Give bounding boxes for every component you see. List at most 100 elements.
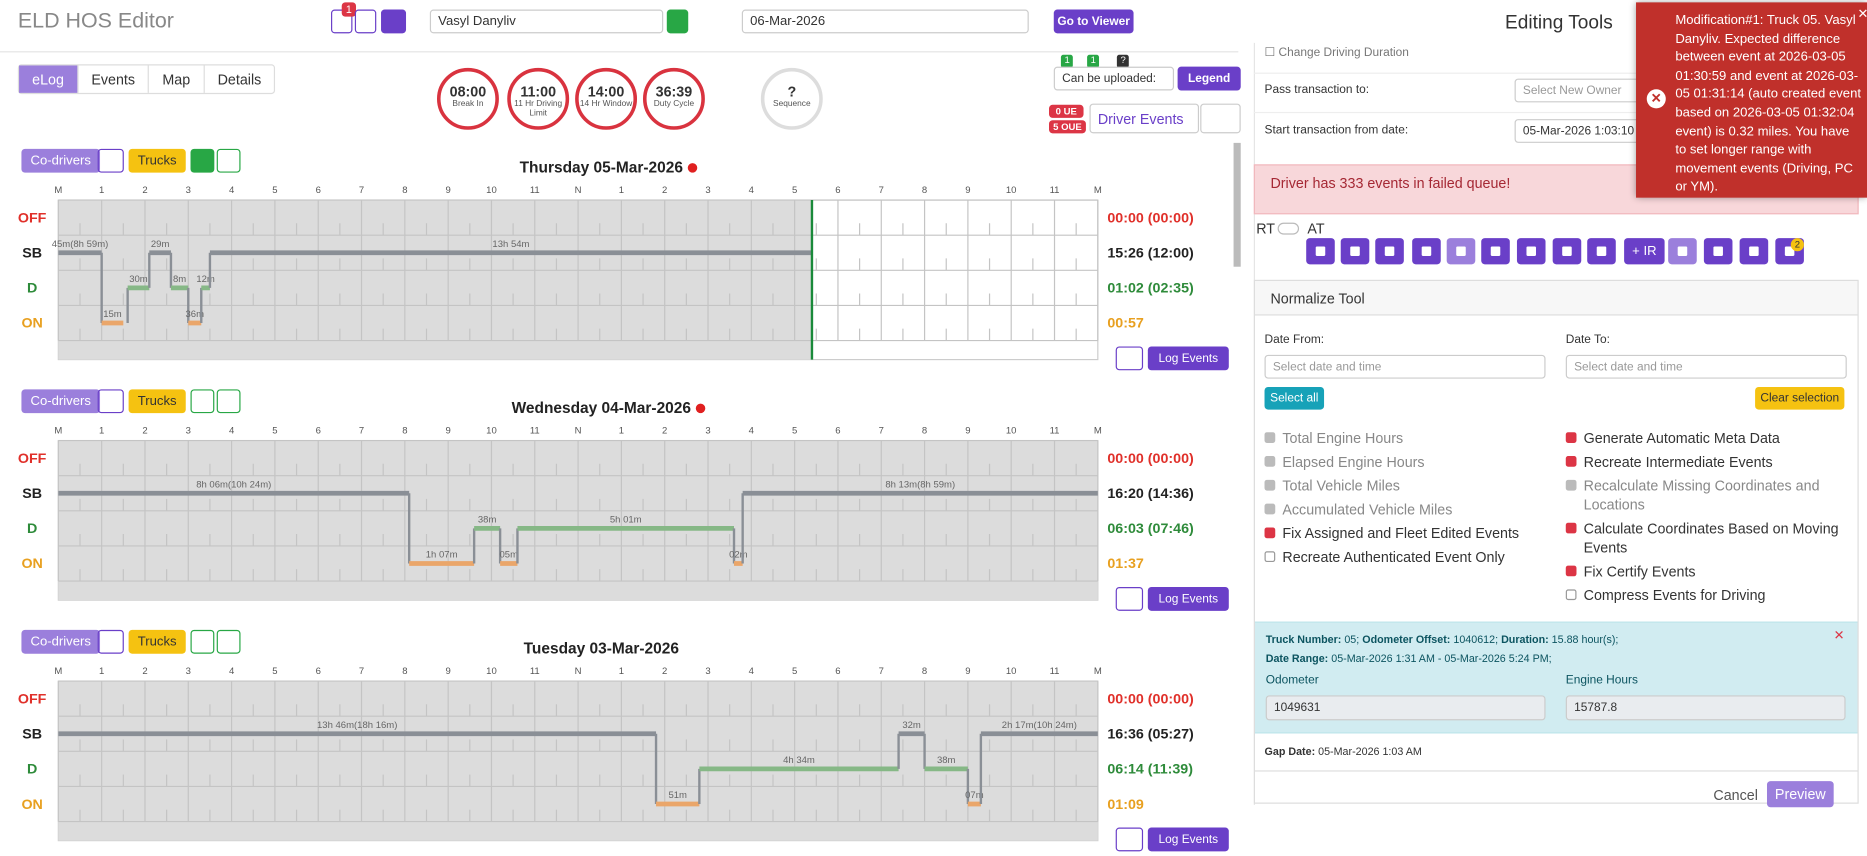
hour-label: 9 <box>965 185 970 196</box>
tool-button[interactable] <box>1739 238 1769 265</box>
tab[interactable]: Details <box>203 65 274 93</box>
clear-selection-button[interactable]: Clear selection <box>1755 386 1845 410</box>
codrivers-button[interactable]: Co-drivers <box>21 389 101 414</box>
driver-button[interactable] <box>190 389 215 414</box>
date-input[interactable]: 06-Mar-2026 <box>741 9 1029 34</box>
tool-button[interactable] <box>1375 238 1404 265</box>
hour-label: 4 <box>749 425 755 436</box>
trucks-button[interactable]: Trucks <box>128 389 186 414</box>
comment-button[interactable] <box>1115 587 1144 611</box>
cancel-button[interactable]: Cancel <box>1713 787 1758 804</box>
hour-label: 7 <box>879 185 884 196</box>
segment-label: 05m <box>500 550 519 561</box>
clock-label: Duty Cycle <box>653 100 695 109</box>
checkbox[interactable] <box>1565 432 1577 443</box>
trucks-button[interactable]: Trucks <box>128 629 186 654</box>
driver-button[interactable] <box>666 9 689 34</box>
engine-input[interactable]: 15787.8 <box>1565 695 1846 721</box>
option[interactable]: Calculate Coordinates Based on Moving Ev… <box>1565 519 1846 557</box>
segment-label: 07m <box>965 790 984 801</box>
ir-button[interactable]: + IR <box>1624 238 1665 265</box>
trucks-button[interactable]: Trucks <box>128 148 186 173</box>
option[interactable]: Recreate Authenticated Event Only <box>1264 548 1545 567</box>
start-date[interactable]: 05-Mar-2026 1:03:10 <box>1514 119 1646 143</box>
refresh-button[interactable] <box>216 389 241 414</box>
tool-button[interactable] <box>1481 238 1510 265</box>
comment-button[interactable] <box>354 9 377 34</box>
tab[interactable]: Map <box>148 65 203 93</box>
driver-select[interactable]: Vasyl Danyliv <box>429 9 664 34</box>
tool-button[interactable] <box>1306 238 1335 265</box>
hour-label: 4 <box>749 185 755 196</box>
info-value: 05 <box>1344 633 1357 646</box>
comment-button[interactable] <box>1115 346 1144 371</box>
refresh-button[interactable] <box>216 148 241 173</box>
legend-button[interactable]: Legend <box>1177 66 1241 91</box>
option[interactable]: Compress Events for Driving <box>1565 586 1846 605</box>
odometer-input[interactable]: 1049631 <box>1265 695 1546 721</box>
tool-button[interactable] <box>1516 238 1546 265</box>
checkbox[interactable] <box>1565 589 1577 601</box>
status-total: 06:03 (07:46) <box>1107 521 1194 537</box>
truck-button[interactable] <box>97 148 124 173</box>
upload-select[interactable]: Can be uploaded: <box>1053 66 1175 91</box>
tool-button[interactable] <box>1340 238 1370 265</box>
toast-close[interactable]: ✕ <box>1857 6 1867 21</box>
driver-events-select[interactable]: Driver Events <box>1089 103 1200 134</box>
segment-label: 5h 01m <box>610 514 642 525</box>
checkbox[interactable] <box>1264 551 1276 563</box>
settings-button[interactable] <box>1200 103 1241 134</box>
option[interactable]: Fix Certify Events <box>1565 562 1846 581</box>
refresh-button[interactable] <box>216 629 241 654</box>
date-from-input[interactable]: Select date and time <box>1264 354 1546 379</box>
date-from-label: Date From: <box>1264 333 1325 347</box>
codrivers-button[interactable]: Co-drivers <box>21 629 101 654</box>
driver-button[interactable] <box>190 148 215 173</box>
tool-icon <box>1350 246 1360 257</box>
segment-label: 15m <box>103 309 122 320</box>
driver-button[interactable] <box>190 629 215 654</box>
notes-button[interactable] <box>331 9 353 34</box>
checkbox <box>1264 456 1276 467</box>
toggle[interactable] <box>1277 222 1300 235</box>
tool-button[interactable] <box>1703 238 1733 265</box>
tab[interactable]: Events <box>77 65 148 93</box>
checkbox[interactable] <box>1565 456 1577 467</box>
tool-button[interactable] <box>1587 238 1616 265</box>
tool-button[interactable] <box>1668 238 1697 265</box>
tool-button[interactable] <box>1446 238 1476 265</box>
hour-label: 6 <box>316 425 321 436</box>
truck-button[interactable] <box>97 629 124 654</box>
truck-button[interactable] <box>97 389 124 414</box>
log-events-button[interactable]: Log Events <box>1147 346 1229 371</box>
checkbox[interactable] <box>1565 522 1577 534</box>
close-info[interactable]: ✕ <box>1833 628 1845 643</box>
checkbox[interactable] <box>1264 527 1276 539</box>
driver-events-label: Driver Events <box>1097 110 1184 127</box>
select-all-button[interactable]: Select all <box>1264 386 1325 410</box>
tab[interactable]: eLog <box>19 65 78 93</box>
log-events-button[interactable]: Log Events <box>1147 827 1229 852</box>
go-to-viewer-button[interactable]: Go to Viewer <box>1053 9 1134 34</box>
option[interactable]: Fix Assigned and Fleet Edited Events <box>1264 524 1545 543</box>
info-button[interactable] <box>381 9 407 34</box>
editing-title: Editing Tools <box>1505 13 1613 34</box>
hour-label: 3 <box>705 425 710 436</box>
owner-select[interactable]: Select New Owner <box>1514 78 1646 103</box>
log-events-button[interactable]: Log Events <box>1147 587 1229 611</box>
engine-label: Engine Hours <box>1565 673 1638 688</box>
checkbox[interactable] <box>1565 565 1577 577</box>
codrivers-button[interactable]: Co-drivers <box>21 148 101 173</box>
comment-button[interactable] <box>1115 827 1144 852</box>
alert-dot <box>695 403 706 414</box>
ue-badge: 0 UE <box>1049 104 1084 118</box>
tool-button[interactable] <box>1552 238 1582 265</box>
option[interactable]: Recreate Intermediate Events <box>1565 452 1846 471</box>
preview-button[interactable]: Preview <box>1766 781 1834 808</box>
tool-button[interactable] <box>1412 238 1441 265</box>
hour-label: 6 <box>835 425 840 436</box>
hour-label: 11 <box>1050 425 1060 436</box>
option[interactable]: Generate Automatic Meta Data <box>1565 429 1846 448</box>
date-to-input[interactable]: Select date and time <box>1565 354 1847 379</box>
